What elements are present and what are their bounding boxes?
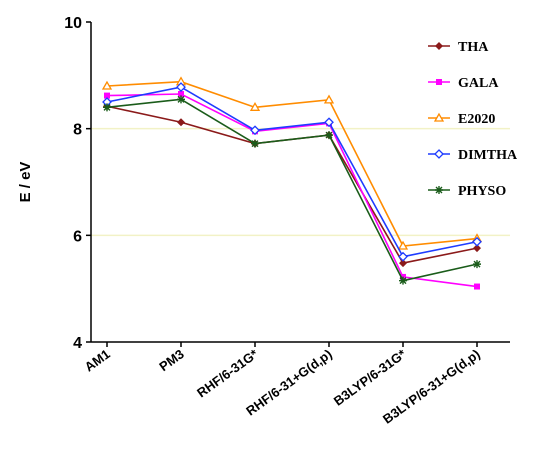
- data-point-gala-5: [474, 283, 480, 290]
- y-tick-label-0: 4: [73, 335, 82, 352]
- series-line-tha: [106, 105, 478, 264]
- series-line-e2020: [106, 80, 478, 247]
- data-point-dimtha-1: [176, 82, 186, 92]
- data-point-e2020-2: [249, 102, 261, 111]
- series-physo: [103, 95, 481, 285]
- series-dimtha: [102, 82, 482, 262]
- data-point-physo-2: [251, 139, 259, 148]
- x-tick-label-0: AM1: [82, 346, 113, 374]
- x-tick-label-4: B3LYP/6-31G*: [331, 346, 410, 409]
- legend-marker-tha: [435, 42, 443, 50]
- series-group: [101, 76, 483, 290]
- series-line-gala: [106, 93, 478, 288]
- legend-marker-e2020: [433, 112, 445, 122]
- legend-label-dimtha: DIMTHA: [458, 148, 518, 163]
- series-e2020: [101, 76, 483, 250]
- legend-label-e2020: E2020: [458, 112, 495, 127]
- y-tick-label-2: 8: [73, 122, 82, 139]
- legend-marker-dimtha: [434, 149, 444, 159]
- legend-label-physo: PHYSO: [458, 184, 506, 199]
- data-point-e2020-4: [397, 240, 409, 250]
- data-point-gala-0: [104, 92, 110, 99]
- data-point-dimtha-3: [324, 117, 334, 128]
- x-tick-label-1: PM3: [156, 346, 186, 374]
- legend: THA GALA E2020 DIMTHA PHYSO: [428, 40, 518, 199]
- data-point-gala-1: [178, 91, 184, 97]
- series-line-dimtha: [106, 86, 478, 258]
- data-point-dimtha-5: [472, 236, 482, 247]
- y-ticks: 4 6 8 10: [64, 15, 91, 352]
- data-point-physo-4: [399, 276, 407, 285]
- y-axis-label: E / eV: [17, 162, 34, 203]
- data-point-physo-3: [325, 131, 333, 140]
- data-point-dimtha-2: [250, 125, 260, 136]
- legend-marker-physo: [435, 186, 443, 194]
- data-point-physo-5: [473, 260, 481, 269]
- legend-label-gala: GALA: [458, 76, 499, 91]
- y-tick-label-1: 6: [73, 228, 82, 245]
- legend-label-tha: THA: [458, 40, 489, 55]
- data-point-tha-5: [473, 244, 481, 253]
- legend-marker-gala: [436, 79, 442, 85]
- series-gala: [104, 91, 480, 290]
- data-point-physo-0: [103, 103, 111, 112]
- y-tick-label-3: 10: [64, 15, 82, 32]
- series-line-physo: [106, 98, 478, 282]
- data-point-physo-1: [177, 95, 185, 104]
- x-tick-label-2: RHF/6-31G*: [194, 346, 261, 401]
- data-point-e2020-0: [101, 80, 113, 90]
- data-point-dimtha-4: [398, 251, 408, 262]
- grid-lines: [91, 127, 510, 237]
- data-point-e2020-3: [323, 94, 335, 104]
- x-ticks: AM1 PM3 RHF/6-31G*RHF/6-31+G(d,p)B3LYP/6-3…: [82, 342, 483, 427]
- data-point-tha-4: [399, 259, 407, 268]
- data-point-tha-1: [177, 118, 185, 127]
